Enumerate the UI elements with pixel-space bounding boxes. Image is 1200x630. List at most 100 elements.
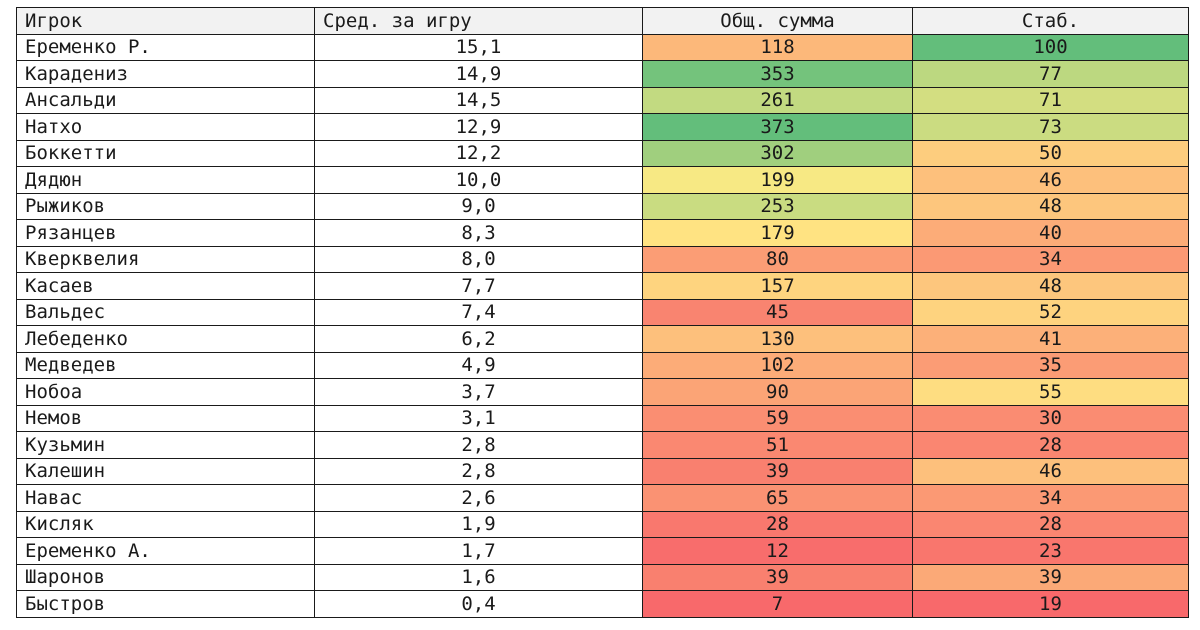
table-row: Ансальди 14,5 261 71: [16, 86, 1189, 114]
avg-per-game-cell: 14,5: [314, 86, 643, 114]
table-row: Рыжиков 9,0 253 48: [16, 192, 1189, 220]
total-sum-cell: 179: [642, 219, 913, 247]
avg-per-game-cell: 7,7: [314, 272, 643, 300]
total-sum-cell: 39: [642, 457, 913, 485]
avg-per-game-cell: 10,0: [314, 166, 643, 194]
stability-cell: 30: [912, 404, 1189, 432]
total-sum-cell: 302: [642, 139, 913, 167]
header-total: Общ. сумма: [642, 7, 913, 35]
avg-per-game-cell: 1,7: [314, 537, 643, 565]
player-name-cell: Шаронов: [16, 563, 315, 591]
avg-per-game-cell: 8,3: [314, 219, 643, 247]
avg-per-game-cell: 0,4: [314, 590, 643, 618]
stability-cell: 50: [912, 139, 1189, 167]
stability-cell: 48: [912, 272, 1189, 300]
avg-per-game-cell: 7,4: [314, 298, 643, 326]
stability-cell: 100: [912, 33, 1189, 61]
player-name-cell: Дядюн: [16, 166, 315, 194]
total-sum-cell: 39: [642, 563, 913, 591]
table-row: Боккетти 12,2 302 50: [16, 139, 1189, 167]
header-stab: Стаб.: [912, 7, 1189, 35]
total-sum-cell: 51: [642, 431, 913, 459]
table-row: Касаев 7,7 157 48: [16, 272, 1189, 300]
table-row: Рязанцев 8,3 179 40: [16, 219, 1189, 247]
avg-per-game-cell: 2,6: [314, 484, 643, 512]
stability-cell: 39: [912, 563, 1189, 591]
stability-cell: 52: [912, 298, 1189, 326]
player-stats-table: Игрок Сред. за игру Общ. сумма Стаб. Ере…: [16, 7, 1189, 618]
player-name-cell: Кверквелия: [16, 245, 315, 273]
avg-per-game-cell: 9,0: [314, 192, 643, 220]
header-player: Игрок: [16, 7, 315, 35]
player-name-cell: Ансальди: [16, 86, 315, 114]
total-sum-cell: 373: [642, 113, 913, 141]
stability-cell: 46: [912, 166, 1189, 194]
player-name-cell: Быстров: [16, 590, 315, 618]
avg-per-game-cell: 14,9: [314, 60, 643, 88]
stability-cell: 41: [912, 325, 1189, 353]
avg-per-game-cell: 4,9: [314, 351, 643, 379]
table-row: Лебеденко 6,2 130 41: [16, 325, 1189, 353]
total-sum-cell: 130: [642, 325, 913, 353]
player-name-cell: Калешин: [16, 457, 315, 485]
avg-per-game-cell: 3,7: [314, 378, 643, 406]
table-row: Натхо 12,9 373 73: [16, 113, 1189, 141]
total-sum-cell: 102: [642, 351, 913, 379]
table-row: Медведев 4,9 102 35: [16, 351, 1189, 379]
player-name-cell: Кисляк: [16, 510, 315, 538]
player-name-cell: Рыжиков: [16, 192, 315, 220]
table-row: Еременко А. 1,7 12 23: [16, 537, 1189, 565]
avg-per-game-cell: 15,1: [314, 33, 643, 61]
player-name-cell: Боккетти: [16, 139, 315, 167]
total-sum-cell: 261: [642, 86, 913, 114]
header-avg: Сред. за игру: [314, 7, 643, 35]
stability-cell: 35: [912, 351, 1189, 379]
table-row: Быстров 0,4 7 19: [16, 590, 1189, 618]
avg-per-game-cell: 2,8: [314, 431, 643, 459]
stability-cell: 55: [912, 378, 1189, 406]
player-name-cell: Нобоа: [16, 378, 315, 406]
avg-per-game-cell: 12,2: [314, 139, 643, 167]
player-name-cell: Немов: [16, 404, 315, 432]
stability-cell: 23: [912, 537, 1189, 565]
player-name-cell: Кузьмин: [16, 431, 315, 459]
total-sum-cell: 353: [642, 60, 913, 88]
header-row: Игрок Сред. за игру Общ. сумма Стаб.: [16, 7, 1189, 35]
avg-per-game-cell: 1,9: [314, 510, 643, 538]
total-sum-cell: 7: [642, 590, 913, 618]
total-sum-cell: 65: [642, 484, 913, 512]
stability-cell: 71: [912, 86, 1189, 114]
table-body: Еременко Р. 15,1 118 100 Карадениз 14,9 353 77 А…: [16, 33, 1189, 618]
total-sum-cell: 199: [642, 166, 913, 194]
stability-cell: 19: [912, 590, 1189, 618]
player-name-cell: Натхо: [16, 113, 315, 141]
player-name-cell: Касаев: [16, 272, 315, 300]
stability-cell: 48: [912, 192, 1189, 220]
total-sum-cell: 59: [642, 404, 913, 432]
table-row: Калешин 2,8 39 46: [16, 457, 1189, 485]
table-row: Немов 3,1 59 30: [16, 404, 1189, 432]
total-sum-cell: 80: [642, 245, 913, 273]
player-name-cell: Карадениз: [16, 60, 315, 88]
player-name-cell: Еременко Р.: [16, 33, 315, 61]
stability-cell: 40: [912, 219, 1189, 247]
total-sum-cell: 90: [642, 378, 913, 406]
player-name-cell: Вальдес: [16, 298, 315, 326]
stability-cell: 28: [912, 431, 1189, 459]
avg-per-game-cell: 1,6: [314, 563, 643, 591]
player-name-cell: Лебеденко: [16, 325, 315, 353]
avg-per-game-cell: 12,9: [314, 113, 643, 141]
table-row: Шаронов 1,6 39 39: [16, 563, 1189, 591]
total-sum-cell: 118: [642, 33, 913, 61]
table-row: Навас 2,6 65 34: [16, 484, 1189, 512]
total-sum-cell: 157: [642, 272, 913, 300]
stats-table-container: Игрок Сред. за игру Общ. сумма Стаб. Ере…: [16, 7, 1189, 618]
table-row: Кверквелия 8,0 80 34: [16, 245, 1189, 273]
player-name-cell: Медведев: [16, 351, 315, 379]
player-name-cell: Еременко А.: [16, 537, 315, 565]
table-row: Кисляк 1,9 28 28: [16, 510, 1189, 538]
table-row: Нобоа 3,7 90 55: [16, 378, 1189, 406]
stability-cell: 34: [912, 484, 1189, 512]
avg-per-game-cell: 6,2: [314, 325, 643, 353]
player-name-cell: Навас: [16, 484, 315, 512]
